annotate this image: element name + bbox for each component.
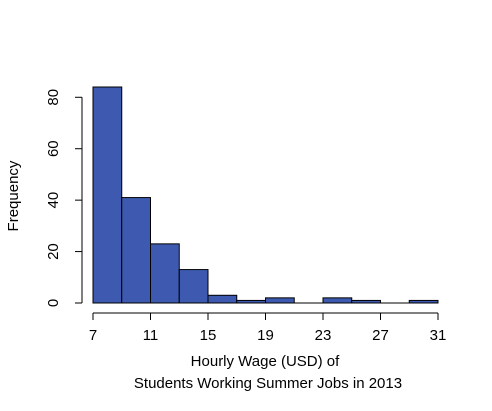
x-tick-label: 19	[257, 327, 274, 344]
y-tick-label: 80	[45, 89, 62, 106]
histogram-bar	[121, 197, 151, 304]
y-tick-label: 40	[45, 192, 62, 209]
histogram-bar	[265, 297, 295, 304]
y-tick-label: 0	[45, 299, 62, 307]
x-tick-label: 11	[143, 327, 159, 344]
histogram-bar	[408, 299, 439, 304]
y-axis-label: Frequency	[5, 160, 22, 231]
histogram-bar	[150, 243, 180, 304]
histogram-bar	[207, 294, 238, 304]
histogram-bar	[178, 269, 209, 304]
y-tick-label: 20	[45, 243, 62, 260]
x-tick-label: 7	[89, 327, 97, 344]
x-tick-label: 23	[315, 327, 332, 344]
y-tick-label: 60	[45, 140, 62, 157]
histogram-bar	[351, 299, 381, 304]
y-axis: 0 20 40 60 80	[45, 89, 83, 307]
x-tick-label: 27	[372, 327, 389, 344]
x-axis-label-line-2: Students Working Summer Jobs in 2013	[134, 375, 402, 392]
histogram-bar	[236, 299, 266, 304]
histogram-bar	[322, 297, 353, 304]
x-tick-label: 31	[430, 327, 447, 344]
x-tick-label: 15	[200, 327, 217, 344]
x-axis-label-line-1: Hourly Wage (USD) of	[191, 353, 340, 370]
histogram-bar	[92, 86, 123, 304]
bars-group	[92, 86, 439, 304]
x-axis: 7 11 15 19 23 27 31	[89, 312, 447, 344]
